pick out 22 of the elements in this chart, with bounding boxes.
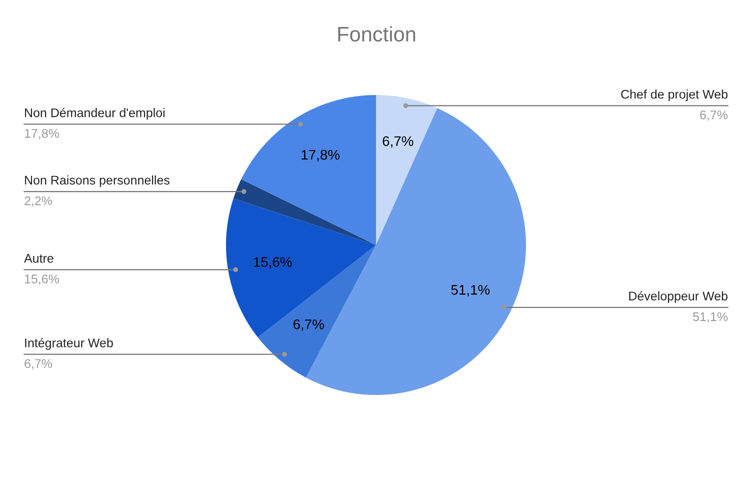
data-label: 51,1% bbox=[451, 284, 490, 296]
slice-label: Non Raisons personnelles bbox=[25, 175, 170, 188]
slice-label: Autre bbox=[24, 254, 54, 263]
pie-slice bbox=[226, 198, 376, 338]
pie-slice bbox=[233, 179, 376, 245]
text: 51,1% bbox=[693, 312, 728, 323]
data-label: 2,2% bbox=[24, 196, 52, 207]
text: 6,7% bbox=[700, 110, 728, 121]
text: 6,7% bbox=[24, 359, 52, 370]
data-label: 17,8% bbox=[302, 150, 340, 162]
pie-slice bbox=[376, 95, 438, 245]
data-label: 15,6% bbox=[254, 257, 292, 269]
data-label: 6,7% bbox=[293, 319, 324, 331]
text: 15,6% bbox=[24, 274, 59, 285]
data-label: 6,7% bbox=[382, 136, 414, 148]
text: 17,8% bbox=[24, 128, 59, 140]
chart-title: Fonction bbox=[338, 26, 416, 42]
slice-label: Développeur Web bbox=[629, 291, 728, 303]
pie-slice bbox=[241, 95, 376, 245]
slice-label: Non Démandeur d'emploi bbox=[25, 108, 165, 120]
slice-label: Chef de projet Web bbox=[621, 89, 728, 102]
slice-label: Intégrateur Web bbox=[25, 338, 113, 350]
